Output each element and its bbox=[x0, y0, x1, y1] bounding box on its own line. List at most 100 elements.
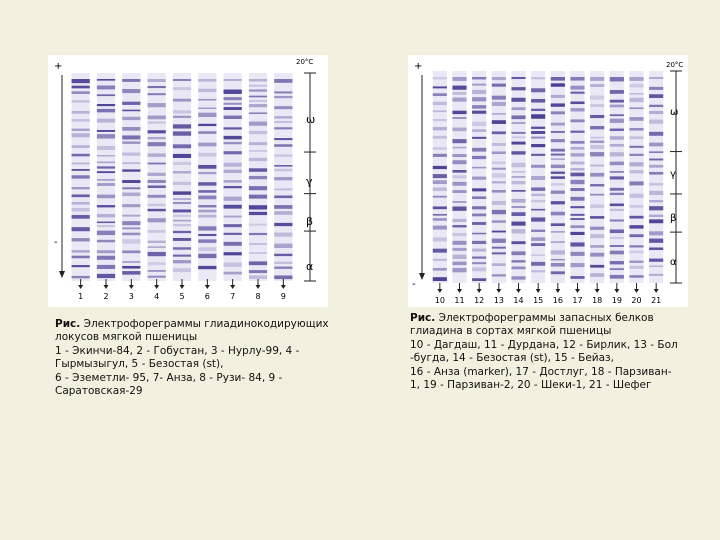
protein-band bbox=[96, 250, 116, 254]
protein-band bbox=[531, 199, 546, 203]
lane-background bbox=[491, 71, 506, 283]
protein-band bbox=[248, 261, 268, 266]
protein-band bbox=[147, 153, 166, 157]
lane-marker: 17 bbox=[572, 283, 583, 305]
zone-scale: ω γ β α bbox=[304, 72, 316, 282]
arrow-down-icon bbox=[179, 285, 185, 289]
protein-band bbox=[248, 79, 268, 82]
gel-lane bbox=[550, 71, 565, 283]
arrow-down-icon bbox=[634, 289, 639, 293]
protein-band bbox=[71, 215, 90, 219]
protein-band bbox=[71, 100, 90, 103]
protein-band bbox=[122, 89, 141, 94]
protein-band bbox=[71, 250, 90, 253]
protein-band bbox=[96, 255, 116, 260]
protein-band bbox=[452, 267, 467, 273]
protein-band bbox=[432, 86, 447, 89]
protein-band bbox=[570, 218, 585, 220]
caption-line: Электрофореграммы запасных белков bbox=[438, 312, 654, 324]
protein-band bbox=[649, 110, 664, 114]
protein-band bbox=[122, 169, 141, 172]
protein-band bbox=[96, 179, 116, 181]
protein-band bbox=[609, 136, 624, 140]
arrow-down-icon bbox=[457, 289, 462, 293]
protein-band bbox=[491, 246, 506, 249]
arrow-down-icon bbox=[154, 285, 160, 289]
lane-label: 1 bbox=[78, 292, 83, 301]
protein-band bbox=[274, 144, 293, 147]
protein-band bbox=[223, 169, 242, 173]
protein-band bbox=[248, 121, 268, 126]
protein-band bbox=[248, 243, 268, 245]
protein-band bbox=[491, 238, 506, 243]
protein-band bbox=[629, 127, 644, 131]
protein-band bbox=[570, 231, 585, 235]
protein-band bbox=[452, 206, 467, 211]
protein-band bbox=[649, 200, 664, 203]
protein-band bbox=[147, 251, 166, 257]
protein-band bbox=[452, 77, 467, 81]
protein-band bbox=[147, 136, 166, 140]
gel-lane bbox=[223, 73, 242, 281]
protein-band bbox=[71, 162, 90, 165]
zone-alpha: α bbox=[670, 257, 677, 268]
protein-band bbox=[432, 187, 447, 192]
lane-marker: 18 bbox=[592, 283, 602, 305]
temperature-label: 20°C bbox=[296, 58, 313, 66]
protein-band bbox=[248, 89, 268, 92]
caption-line: -бугда, 14 - Безостая (st), 15 - Бейаз, bbox=[410, 352, 614, 365]
protein-band bbox=[432, 258, 447, 261]
protein-band bbox=[452, 254, 467, 260]
protein-band bbox=[223, 271, 242, 275]
protein-band bbox=[172, 237, 192, 241]
protein-band bbox=[590, 172, 605, 177]
protein-band bbox=[629, 136, 644, 140]
protein-band bbox=[649, 265, 664, 268]
protein-band bbox=[198, 195, 217, 200]
lane-background bbox=[570, 71, 585, 283]
protein-band bbox=[172, 201, 192, 205]
protein-band bbox=[96, 214, 116, 218]
protein-band bbox=[198, 171, 217, 175]
protein-band bbox=[511, 131, 526, 134]
protein-band bbox=[432, 77, 447, 80]
protein-band bbox=[629, 107, 644, 110]
protein-band bbox=[550, 94, 565, 98]
plus-label: + bbox=[414, 61, 422, 72]
protein-band bbox=[122, 180, 141, 183]
protein-band bbox=[452, 91, 467, 95]
gel-lane bbox=[71, 73, 90, 281]
arrow-down-icon bbox=[280, 285, 286, 289]
protein-band bbox=[71, 79, 90, 84]
protein-band bbox=[550, 77, 565, 81]
protein-band bbox=[432, 93, 447, 97]
protein-band bbox=[198, 112, 217, 118]
protein-band bbox=[531, 254, 546, 257]
protein-band bbox=[550, 148, 565, 152]
protein-band bbox=[531, 98, 546, 103]
protein-band bbox=[491, 201, 506, 205]
protein-band bbox=[550, 176, 565, 179]
caption-title: Рис. bbox=[410, 312, 436, 324]
protein-band bbox=[96, 264, 116, 269]
protein-band bbox=[71, 255, 90, 259]
protein-band bbox=[274, 261, 293, 264]
lane-marker: 16 bbox=[553, 283, 563, 305]
protein-band bbox=[274, 177, 293, 181]
protein-band bbox=[609, 118, 624, 123]
gel-lane bbox=[248, 73, 268, 281]
protein-band bbox=[147, 172, 166, 176]
protein-band bbox=[96, 273, 116, 279]
protein-band bbox=[274, 121, 293, 123]
protein-band bbox=[550, 211, 565, 216]
protein-band bbox=[531, 261, 546, 266]
protein-band bbox=[629, 97, 644, 103]
protein-band bbox=[71, 85, 90, 89]
protein-band bbox=[274, 138, 293, 141]
protein-band bbox=[452, 240, 467, 245]
lane-marker: 8 bbox=[255, 279, 261, 301]
protein-band bbox=[96, 183, 116, 186]
protein-band bbox=[609, 274, 624, 279]
protein-band bbox=[198, 79, 217, 82]
protein-band bbox=[590, 184, 605, 187]
